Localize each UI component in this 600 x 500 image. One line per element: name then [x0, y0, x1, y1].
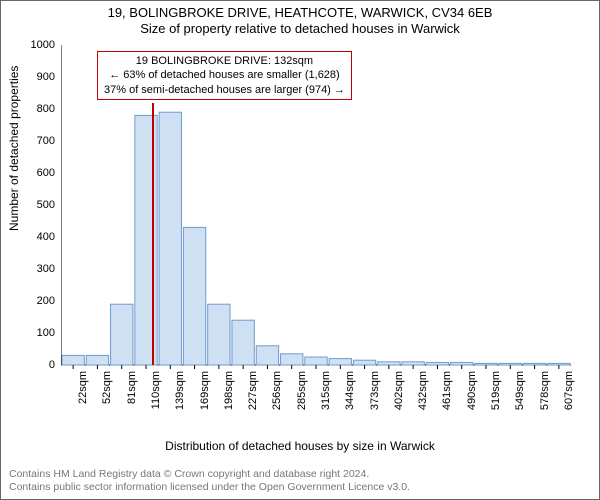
- histogram-bar: [232, 320, 254, 365]
- marker-line: [152, 103, 154, 365]
- footer-line-1: Contains HM Land Registry data © Crown c…: [9, 468, 410, 482]
- x-tick-label: 373sqm: [369, 371, 381, 410]
- histogram-bar: [111, 304, 133, 365]
- x-tick-label: 432sqm: [417, 371, 429, 410]
- histogram-bar: [281, 354, 303, 365]
- histogram-bar: [159, 112, 181, 365]
- footer: Contains HM Land Registry data © Crown c…: [9, 468, 410, 495]
- chart-area: 01002003004005006007008009001000 22sqm52…: [61, 45, 571, 415]
- y-tick-label: 500: [15, 199, 55, 211]
- histogram-bar: [402, 362, 424, 365]
- histogram-bar: [378, 362, 400, 365]
- x-tick-label: 52sqm: [101, 371, 113, 404]
- x-tick-label: 607sqm: [563, 371, 575, 410]
- x-tick-label: 344sqm: [344, 371, 356, 410]
- callout-line-2: ← 63% of detached houses are smaller (1,…: [104, 68, 345, 82]
- x-tick-label: 285sqm: [296, 371, 308, 410]
- footer-line-2: Contains public sector information licen…: [9, 481, 410, 495]
- histogram-bar: [353, 360, 375, 365]
- title-main: 19, BOLINGBROKE DRIVE, HEATHCOTE, WARWIC…: [1, 5, 599, 21]
- title-block: 19, BOLINGBROKE DRIVE, HEATHCOTE, WARWIC…: [1, 1, 599, 38]
- histogram-bar: [475, 363, 497, 365]
- x-tick-label: 81sqm: [126, 371, 138, 404]
- x-tick-label: 22sqm: [77, 371, 89, 404]
- histogram-bar: [208, 304, 230, 365]
- x-tick-label: 256sqm: [271, 371, 283, 410]
- x-tick-label: 490sqm: [466, 371, 478, 410]
- y-tick-label: 200: [15, 295, 55, 307]
- y-tick-label: 1000: [15, 39, 55, 51]
- y-tick-label: 700: [15, 135, 55, 147]
- histogram-plot: [61, 45, 571, 415]
- x-tick-label: 578sqm: [539, 371, 551, 410]
- x-tick-label: 227sqm: [247, 371, 259, 410]
- histogram-bar: [426, 362, 448, 365]
- histogram-bar: [499, 363, 521, 365]
- x-tick-label: 549sqm: [514, 371, 526, 410]
- histogram-bar: [62, 355, 84, 365]
- histogram-bar: [329, 359, 351, 365]
- histogram-bar: [256, 346, 278, 365]
- y-tick-label: 300: [15, 263, 55, 275]
- y-tick-label: 100: [15, 327, 55, 339]
- y-tick-label: 900: [15, 71, 55, 83]
- x-tick-label: 519sqm: [490, 371, 502, 410]
- histogram-bar: [183, 227, 205, 365]
- y-tick-label: 600: [15, 167, 55, 179]
- histogram-bar: [86, 355, 108, 365]
- y-tick-label: 400: [15, 231, 55, 243]
- callout-line-3: 37% of semi-detached houses are larger (…: [104, 83, 345, 97]
- histogram-bar: [548, 363, 570, 365]
- chart-container: 19, BOLINGBROKE DRIVE, HEATHCOTE, WARWIC…: [0, 0, 600, 500]
- x-tick-label: 110sqm: [150, 371, 162, 409]
- x-axis-label: Distribution of detached houses by size …: [1, 439, 599, 453]
- x-tick-label: 198sqm: [223, 371, 235, 410]
- x-tick-label: 461sqm: [441, 371, 453, 410]
- title-sub: Size of property relative to detached ho…: [1, 21, 599, 37]
- histogram-bar: [305, 357, 327, 365]
- callout-box: 19 BOLINGBROKE DRIVE: 132sqm ← 63% of de…: [97, 51, 352, 100]
- x-tick-label: 315sqm: [320, 371, 332, 410]
- histogram-bar: [523, 363, 545, 365]
- y-tick-label: 800: [15, 103, 55, 115]
- x-tick-label: 169sqm: [199, 371, 211, 410]
- x-tick-label: 402sqm: [393, 371, 405, 410]
- histogram-bar: [451, 362, 473, 365]
- y-tick-label: 0: [15, 359, 55, 371]
- x-tick-label: 139sqm: [174, 371, 186, 410]
- callout-line-1: 19 BOLINGBROKE DRIVE: 132sqm: [104, 54, 345, 68]
